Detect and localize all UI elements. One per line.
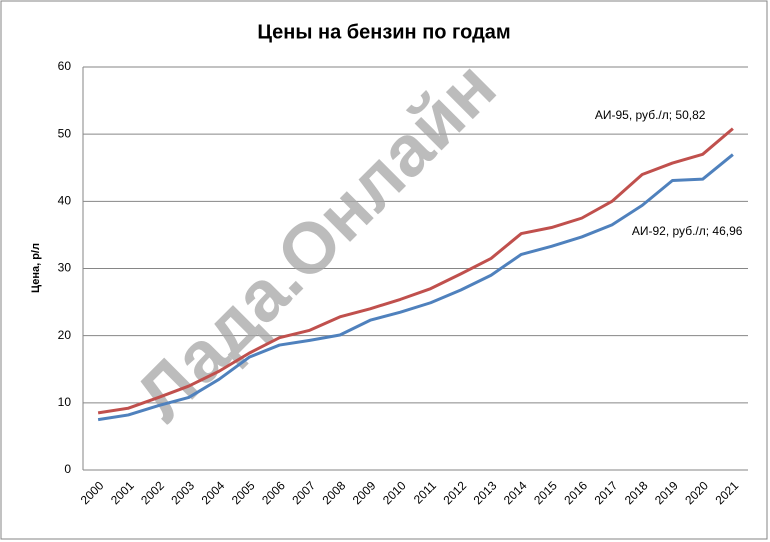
- y-tick-label: 50: [58, 126, 72, 140]
- y-tick-label: 0: [64, 462, 71, 476]
- data-label: АИ-95, руб./л; 50,82: [595, 108, 706, 122]
- y-axis-label: Цена, р/л: [30, 243, 42, 293]
- y-tick-label: 20: [58, 328, 72, 342]
- line-series: [97, 127, 734, 415]
- y-tick-label: 30: [58, 261, 72, 275]
- y-tick-label: 40: [58, 194, 72, 208]
- y-tick-label: 60: [58, 59, 72, 73]
- y-tick-label: 10: [58, 395, 72, 409]
- data-label: АИ-92, руб./л; 46,96: [632, 224, 743, 238]
- line-series: [97, 153, 734, 422]
- chart-title: Цены на бензин по годам: [257, 21, 510, 43]
